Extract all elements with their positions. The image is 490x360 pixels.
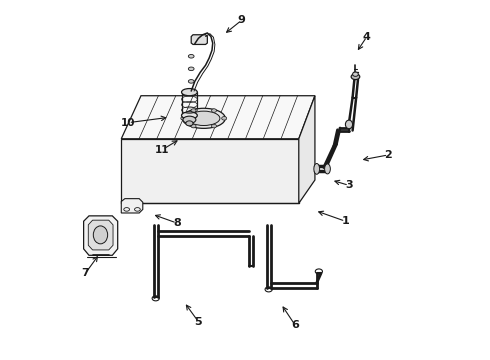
- Text: 11: 11: [155, 144, 170, 154]
- Ellipse shape: [181, 89, 197, 96]
- Text: 7: 7: [81, 268, 89, 278]
- Ellipse shape: [188, 111, 220, 126]
- Ellipse shape: [188, 54, 194, 58]
- Polygon shape: [191, 35, 207, 44]
- Text: 9: 9: [238, 15, 245, 26]
- Ellipse shape: [181, 117, 186, 120]
- Ellipse shape: [351, 74, 360, 80]
- Text: 6: 6: [291, 320, 299, 330]
- Polygon shape: [122, 199, 143, 213]
- Text: 4: 4: [363, 32, 371, 41]
- Ellipse shape: [181, 112, 197, 119]
- Text: 10: 10: [121, 118, 136, 128]
- Ellipse shape: [93, 226, 108, 244]
- Polygon shape: [122, 139, 299, 203]
- Ellipse shape: [183, 116, 196, 123]
- Ellipse shape: [186, 121, 193, 126]
- Ellipse shape: [188, 67, 194, 71]
- Ellipse shape: [221, 117, 227, 120]
- Polygon shape: [299, 96, 315, 203]
- Ellipse shape: [212, 124, 217, 128]
- Text: 5: 5: [195, 317, 202, 327]
- Ellipse shape: [191, 124, 196, 128]
- Polygon shape: [88, 220, 113, 250]
- Ellipse shape: [324, 164, 330, 174]
- Polygon shape: [84, 216, 118, 255]
- Text: 8: 8: [173, 218, 181, 228]
- Ellipse shape: [212, 109, 217, 112]
- Ellipse shape: [191, 109, 196, 112]
- Ellipse shape: [345, 120, 353, 129]
- Text: 3: 3: [345, 180, 353, 190]
- Ellipse shape: [314, 163, 319, 174]
- Ellipse shape: [188, 80, 194, 83]
- Text: 2: 2: [385, 150, 392, 160]
- Polygon shape: [122, 96, 315, 139]
- Ellipse shape: [353, 72, 358, 76]
- Ellipse shape: [182, 108, 225, 129]
- Text: 1: 1: [342, 216, 349, 226]
